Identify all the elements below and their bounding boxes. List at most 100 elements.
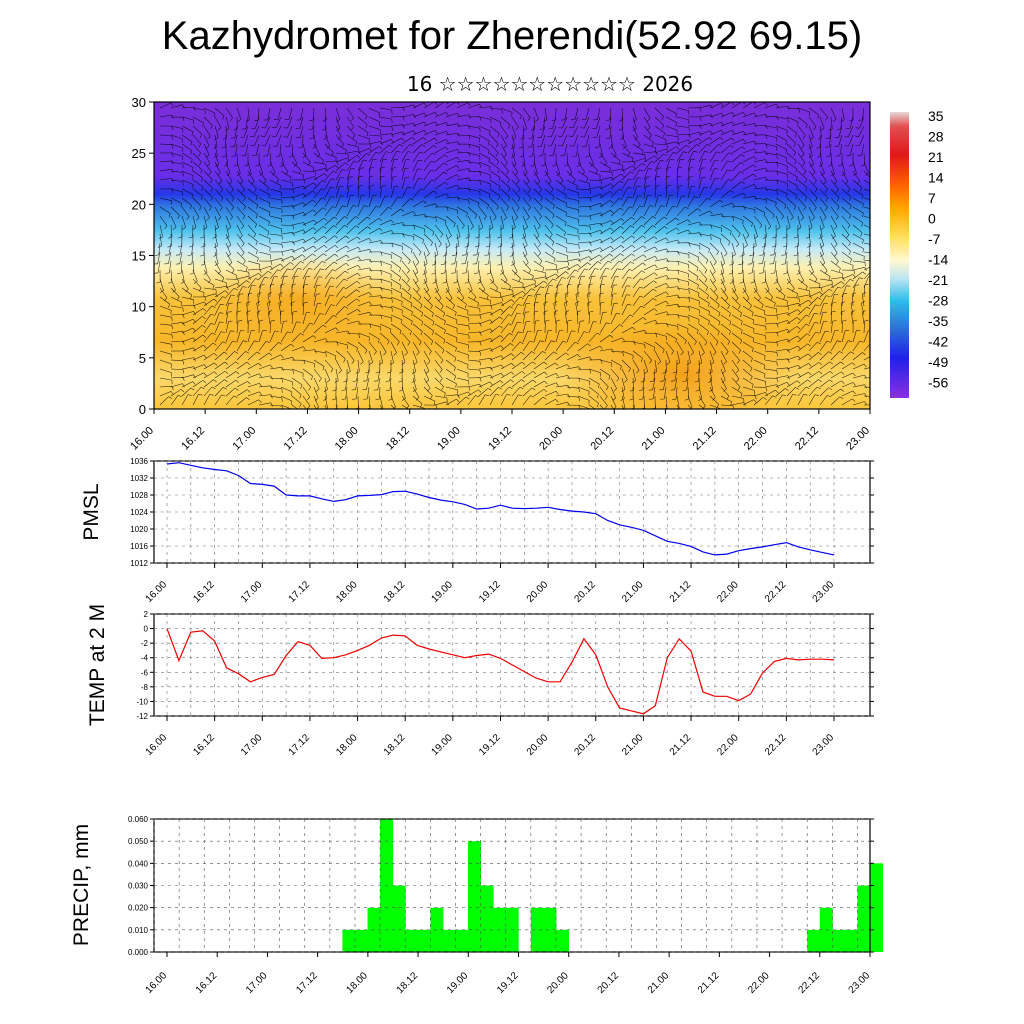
wind-barb-flag: [314, 176, 317, 181]
wind-barb: [786, 107, 800, 110]
wind-barb-flag: [808, 371, 812, 376]
wind-barb: [720, 179, 729, 190]
wind-barb-flag: [341, 398, 346, 400]
wind-barb-flag: [714, 177, 719, 179]
wind-barb: [335, 317, 347, 325]
wind-barb: [841, 215, 851, 226]
wind-barb-flag: [399, 268, 401, 272]
wind-barb: [577, 368, 591, 370]
wind-barb: [687, 242, 700, 246]
wind-barb-flag: [527, 330, 532, 332]
wind-barb-flag: [201, 177, 204, 182]
wind-barb: [576, 311, 579, 325]
wind-barb-flag: [456, 174, 460, 178]
wind-barb: [390, 159, 395, 172]
wind-barb-flag: [399, 285, 402, 290]
wind-barb-flag: [190, 294, 192, 299]
wind-barb: [555, 393, 568, 397]
wind-barb-flag: [589, 197, 592, 202]
wind-barb-flag: [725, 351, 729, 355]
wind-barb-flag: [407, 287, 411, 292]
wind-barb-flag: [655, 176, 660, 178]
wind-barb-flag: [180, 203, 182, 208]
wind-barb: [225, 330, 231, 343]
wind-barb-flag: [313, 182, 317, 186]
wind-barb-flag: [309, 119, 314, 122]
wind-barb-flag: [380, 315, 383, 320]
wind-barb: [467, 161, 480, 164]
wind-barb: [313, 285, 317, 298]
wind-barb-flag: [423, 130, 427, 134]
wind-barb-flag: [506, 171, 509, 175]
wind-barb-flag: [258, 363, 262, 367]
wind-barb: [454, 251, 458, 264]
wind-barb-flag: [693, 151, 698, 153]
wind-barb: [390, 131, 403, 136]
wind-barb-flag: [281, 378, 284, 383]
wind-barb: [643, 341, 655, 348]
wind-barb: [159, 278, 164, 291]
wind-barb: [852, 352, 863, 361]
wind-barb: [533, 276, 546, 280]
wind-barb-flag: [485, 236, 490, 239]
wind-barb-flag: [223, 387, 227, 390]
wind-barb: [278, 294, 282, 307]
wind-barb-flag: [764, 373, 766, 378]
wind-barb: [445, 174, 457, 181]
wind-barb: [632, 169, 640, 181]
y-tick-label: -10: [136, 697, 148, 706]
wind-barb-flag: [358, 416, 361, 418]
wind-barb: [170, 224, 173, 238]
wind-barb-flag: [334, 380, 339, 383]
wind-barb-flag: [599, 292, 604, 295]
wind-barb: [412, 242, 422, 253]
wind-barb-flag: [496, 206, 499, 211]
wind-barb-flag: [666, 311, 669, 316]
wind-barb: [181, 394, 189, 406]
wind-barb: [324, 285, 331, 298]
wind-barb: [808, 322, 815, 334]
wind-barb: [709, 332, 719, 343]
wind-barb: [335, 177, 341, 190]
wind-barb: [532, 125, 535, 138]
wind-barb-flag: [862, 239, 864, 244]
wind-barb-flag: [655, 417, 658, 419]
wind-barb: [621, 143, 631, 154]
wind-barb: [511, 116, 519, 128]
wind-barb: [478, 381, 491, 388]
wind-barb: [511, 260, 518, 272]
wind-barb: [830, 396, 840, 406]
x-tick-label: 18.00: [345, 970, 371, 996]
wind-barb-flag: [456, 290, 461, 293]
wind-barb: [775, 367, 788, 370]
wind-barb: [764, 296, 776, 304]
wind-barb-flag: [753, 184, 757, 188]
wind-barb: [401, 296, 413, 304]
wind-barb-flag: [853, 173, 857, 176]
wind-barb: [324, 160, 338, 163]
wind-barb-flag: [655, 333, 658, 338]
wind-barb-flag: [694, 380, 699, 383]
wind-barb: [247, 351, 258, 361]
wind-barb: [819, 179, 828, 190]
wind-barb: [731, 368, 740, 379]
wind-barb-flag: [433, 190, 437, 194]
wind-barb: [170, 359, 184, 361]
wind-barb-flag: [199, 133, 203, 138]
wind-barb-flag: [647, 127, 651, 131]
wind-barb: [819, 242, 824, 255]
wind-barb: [181, 381, 193, 388]
wind-barb-flag: [824, 330, 829, 332]
wind-barb-flag: [641, 270, 646, 274]
wind-barb: [467, 368, 480, 371]
wind-barb-flag: [745, 235, 750, 239]
wind-barb-flag: [435, 121, 438, 126]
wind-barb-flag: [819, 283, 821, 288]
wind-barb: [288, 107, 293, 120]
wind-barb: [192, 134, 202, 145]
wind-barb: [698, 137, 710, 145]
wind-barb-flag: [774, 303, 776, 307]
y-tick-label: -8: [141, 683, 149, 692]
wind-barb: [786, 317, 798, 325]
wind-barb: [830, 188, 840, 198]
